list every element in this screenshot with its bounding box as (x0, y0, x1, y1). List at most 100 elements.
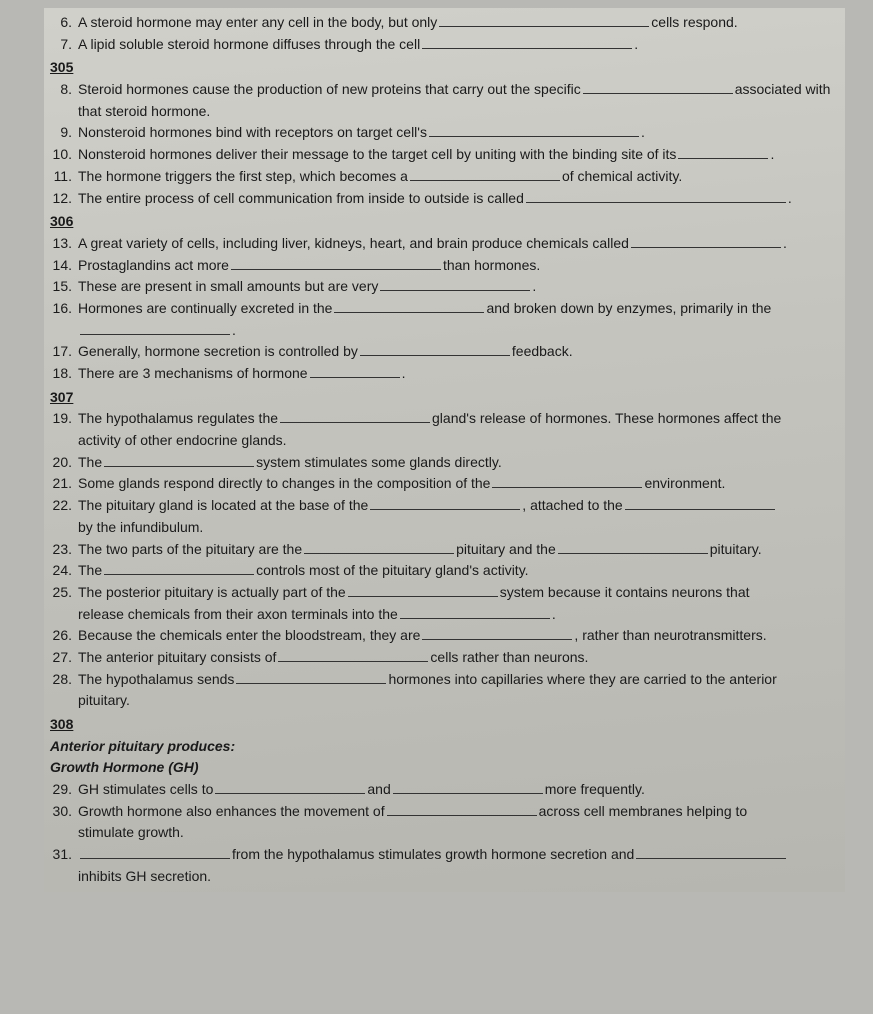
qnum: 13. (50, 233, 78, 255)
qtext: inhibits GH secretion. (78, 866, 211, 888)
question-8-cont: that steroid hormone. (50, 101, 839, 123)
blank[interactable] (334, 300, 484, 313)
blank[interactable] (526, 189, 786, 202)
qnum: 27. (50, 647, 78, 669)
qtext: These are present in small amounts but a… (78, 276, 378, 298)
question-28: 28. The hypothalamus sends hormones into… (50, 669, 839, 691)
blank[interactable] (280, 410, 430, 423)
question-20: 20. The system stimulates some glands di… (50, 452, 839, 474)
qtext: activity of other endocrine glands. (78, 430, 287, 452)
blank[interactable] (631, 235, 781, 248)
qtext: The two parts of the pituitary are the (78, 539, 302, 561)
blank[interactable] (80, 846, 230, 859)
question-30-cont: stimulate growth. (50, 822, 839, 844)
qtext: . (641, 122, 645, 144)
qtext: associated with (735, 79, 831, 101)
blank[interactable] (304, 540, 454, 553)
qtext: The entire process of cell communication… (78, 188, 524, 210)
question-27: 27. The anterior pituitary consists of c… (50, 647, 839, 669)
blank[interactable] (360, 343, 510, 356)
question-15: 15. These are present in small amounts b… (50, 276, 839, 298)
qtext: GH stimulates cells to (78, 779, 213, 801)
question-10: 10. Nonsteroid hormones deliver their me… (50, 144, 839, 166)
qtext: across cell membranes helping to (539, 801, 748, 823)
question-31-cont: inhibits GH secretion. (50, 866, 839, 888)
question-16-cont: . (50, 320, 839, 342)
question-30: 30. Growth hormone also enhances the mov… (50, 801, 839, 823)
qtext: from the hypothalamus stimulates growth … (232, 844, 634, 866)
qtext: The hypothalamus sends (78, 669, 234, 691)
blank[interactable] (492, 475, 642, 488)
qnum: 14. (50, 255, 78, 277)
qtext: and broken down by enzymes, primarily in… (486, 298, 771, 320)
qnum: 7. (50, 34, 78, 56)
qnum: 22. (50, 495, 78, 517)
qnum: 26. (50, 625, 78, 647)
blank[interactable] (636, 846, 786, 859)
qtext: Prostaglandins act more (78, 255, 229, 277)
qtext: hormones into capillaries where they are… (388, 669, 776, 691)
qnum: 21. (50, 473, 78, 495)
qtext: . (788, 188, 792, 210)
qtext: . (783, 233, 787, 255)
question-18: 18. There are 3 mechanisms of hormone . (50, 363, 839, 385)
blank[interactable] (236, 670, 386, 683)
qtext: pituitary and the (456, 539, 556, 561)
qtext: Steroid hormones cause the production of… (78, 79, 581, 101)
blank[interactable] (422, 627, 572, 640)
blank[interactable] (678, 146, 768, 159)
question-28-cont: pituitary. (50, 690, 839, 712)
question-13: 13. A great variety of cells, including … (50, 233, 839, 255)
question-14: 14. Prostaglandins act more than hormone… (50, 255, 839, 277)
question-29: 29. GH stimulates cells to and more freq… (50, 779, 839, 801)
blank[interactable] (231, 256, 441, 269)
qnum: 15. (50, 276, 78, 298)
qtext: more frequently. (545, 779, 645, 801)
qnum: 10. (50, 144, 78, 166)
qnum: 9. (50, 122, 78, 144)
blank[interactable] (278, 649, 428, 662)
blank[interactable] (104, 562, 254, 575)
qtext: Generally, hormone secretion is controll… (78, 341, 358, 363)
page-marker-308: 308 (50, 714, 839, 736)
blank[interactable] (439, 14, 649, 27)
blank[interactable] (348, 584, 498, 597)
qtext: . (402, 363, 406, 385)
qtext: The hypothalamus regulates the (78, 408, 278, 430)
blank[interactable] (422, 35, 632, 48)
qtext: The posterior pituitary is actually part… (78, 582, 346, 604)
qtext: pituitary. (710, 539, 762, 561)
question-16: 16. Hormones are continually excreted in… (50, 298, 839, 320)
blank[interactable] (387, 802, 537, 815)
qtext: Nonsteroid hormones deliver their messag… (78, 144, 676, 166)
blank[interactable] (393, 781, 543, 794)
blank[interactable] (400, 605, 550, 618)
qnum: 30. (50, 801, 78, 823)
blank[interactable] (104, 453, 254, 466)
qnum: 17. (50, 341, 78, 363)
qtext: system because it contains neurons that (500, 582, 750, 604)
blank[interactable] (380, 278, 530, 291)
blank[interactable] (310, 365, 400, 378)
blank[interactable] (410, 168, 560, 181)
qtext: The anterior pituitary consists of (78, 647, 276, 669)
blank[interactable] (215, 781, 365, 794)
qtext: pituitary. (78, 690, 130, 712)
question-12: 12. The entire process of cell communica… (50, 188, 839, 210)
blank[interactable] (80, 321, 230, 334)
qnum: 28. (50, 669, 78, 691)
blank[interactable] (583, 81, 733, 94)
page-marker-307: 307 (50, 387, 839, 409)
qnum: 6. (50, 12, 78, 34)
qtext: controls most of the pituitary gland's a… (256, 560, 528, 582)
qtext: Because the chemicals enter the bloodstr… (78, 625, 420, 647)
blank[interactable] (558, 540, 708, 553)
qtext: and (367, 779, 390, 801)
blank[interactable] (370, 497, 520, 510)
blank[interactable] (625, 497, 775, 510)
blank[interactable] (429, 124, 639, 137)
question-19: 19. The hypothalamus regulates the gland… (50, 408, 839, 430)
qnum: 18. (50, 363, 78, 385)
page-marker-306: 306 (50, 211, 839, 233)
qtext: environment. (644, 473, 725, 495)
